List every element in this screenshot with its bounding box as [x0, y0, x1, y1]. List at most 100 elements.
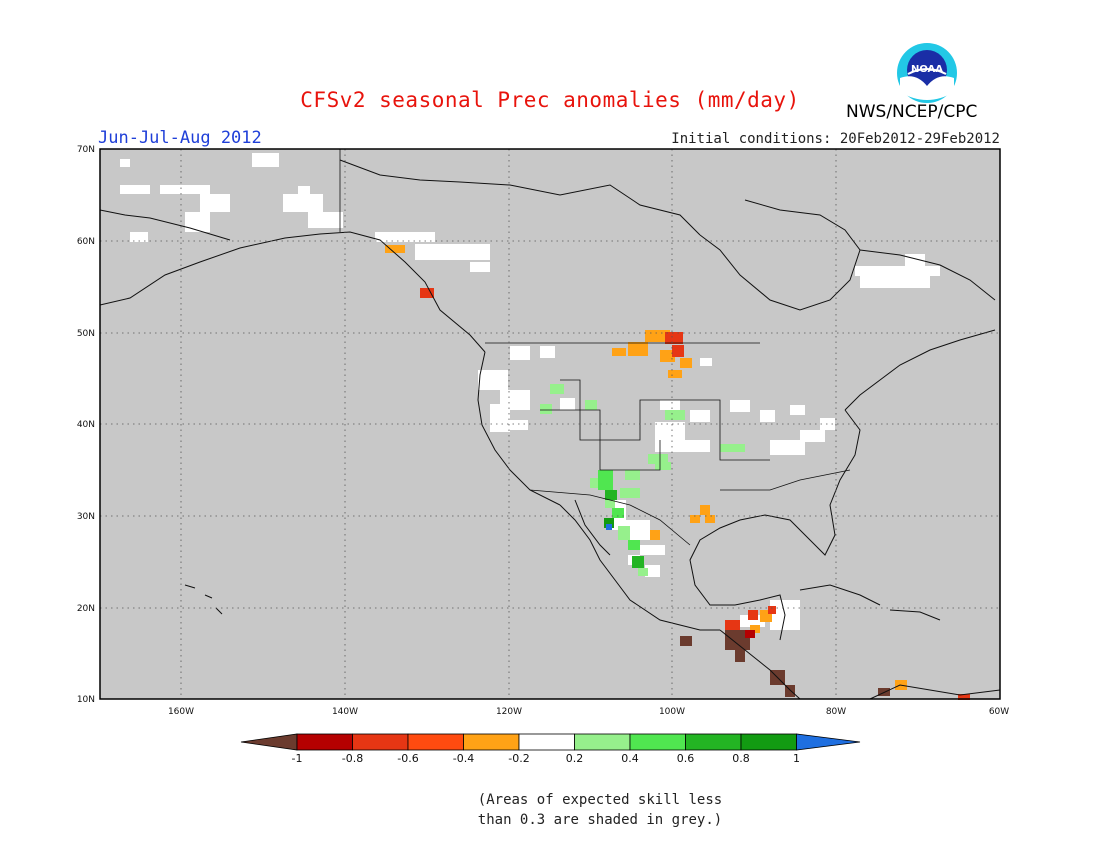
anomaly-cell: [510, 346, 530, 360]
anomaly-cell: [618, 526, 630, 540]
coastline-path: [889, 609, 941, 621]
anomaly-cell: [605, 490, 617, 500]
colorbar-swatch: [463, 733, 520, 751]
anomaly-cell: [690, 515, 700, 523]
border-path: [560, 379, 770, 461]
anomaly-cell: [800, 430, 825, 442]
anomaly-cell: [700, 505, 710, 515]
coastline-path: [859, 249, 996, 301]
anomaly-cell: [470, 262, 490, 272]
lat-tick-label: 70N: [77, 145, 95, 155]
colorbar-swatch: [407, 733, 464, 751]
lat-tick-label: 30N: [77, 512, 95, 522]
lon-tick-label: 160W: [168, 707, 194, 717]
anomaly-cell: [252, 153, 279, 167]
anomaly-cell: [760, 410, 775, 422]
anomaly-cell: [628, 342, 648, 356]
anomaly-cell: [750, 625, 760, 633]
anomaly-cell: [490, 404, 510, 432]
anomaly-cell: [415, 244, 490, 260]
longitude-labels: 160W 140W 120W 100W 80W 60W: [168, 707, 1009, 717]
anomaly-cell: [700, 358, 712, 366]
lon-tick-label: 80W: [826, 707, 846, 717]
anomaly-cell: [612, 508, 624, 518]
latitude-labels: 70N 60N 50N 40N 30N 20N 10N: [77, 145, 95, 705]
lat-tick-label: 10N: [77, 695, 95, 705]
anomaly-cell: [745, 630, 755, 638]
anomaly-cell: [660, 350, 675, 362]
coastline-path: [559, 504, 720, 631]
anomaly-cell: [590, 478, 605, 488]
anomaly-cell: [632, 556, 644, 568]
lat-tick-label: 40N: [77, 420, 95, 430]
agency-label: NWS/NCEP/CPC: [846, 102, 978, 122]
anomaly-cell: [672, 345, 684, 357]
anomaly-cell: [860, 276, 930, 288]
coastline-path: [477, 351, 561, 506]
anomaly-cell: [540, 346, 555, 358]
anomaly-cell: [720, 444, 745, 452]
anomaly-cell: [660, 400, 680, 410]
initial-conditions-label: Initial conditions: 20Feb2012-29Feb2012: [671, 131, 1000, 147]
coastline-path: [339, 159, 701, 236]
coastline-path: [689, 409, 861, 641]
anomaly-cell: [130, 232, 148, 242]
anomaly-cell: [785, 685, 795, 697]
anomaly-cell: [612, 348, 626, 356]
anomaly-cell: [958, 694, 970, 700]
colorbar-label: 1: [793, 752, 800, 765]
anomaly-cell: [645, 565, 660, 577]
anomaly-cell: [725, 620, 740, 630]
anomaly-cell: [748, 610, 758, 620]
anomaly-cell: [655, 462, 671, 470]
coastline-path: [799, 584, 881, 606]
border-path: [540, 409, 661, 471]
anomaly-cell: [510, 420, 528, 430]
colorbar-label: -0.6: [397, 752, 418, 765]
anomaly-cell: [585, 400, 597, 410]
anomaly-cell: [375, 232, 435, 242]
coastline-path: [699, 199, 861, 311]
colorbar-label: 0.4: [621, 752, 639, 765]
colorbar-label: -0.4: [453, 752, 474, 765]
coastline-path: [844, 329, 996, 411]
anomaly-cell: [768, 606, 776, 614]
colorbar-label: 0.6: [677, 752, 695, 765]
coastline-path: [184, 584, 223, 615]
graticule: [100, 149, 1000, 699]
anomaly-cell: [283, 194, 323, 212]
anomaly-cell: [308, 212, 343, 228]
anomaly-cell: [705, 515, 715, 523]
colorbar-swatch: [518, 733, 575, 751]
colorbar-label: -0.8: [342, 752, 363, 765]
anomaly-cell: [730, 400, 750, 412]
coastline-path: [869, 684, 1001, 700]
anomaly-cell: [625, 470, 640, 480]
lon-tick-label: 140W: [332, 707, 358, 717]
anomaly-cell: [540, 404, 552, 414]
coastline-path: [719, 629, 801, 700]
anomaly-cell: [665, 410, 685, 420]
border-path: [529, 489, 691, 546]
coastline-path: [99, 231, 486, 353]
anomaly-cell: [665, 332, 683, 344]
anomaly-cell: [668, 370, 682, 378]
anomaly-cell: [680, 440, 710, 452]
colorbar-lower-arrow: [240, 733, 298, 751]
colorbar-swatch: [574, 733, 631, 751]
anomaly-cell: [560, 398, 575, 410]
anomaly-cell: [120, 185, 150, 194]
chart-title: CFSv2 seasonal Prec anomalies (mm/day): [300, 88, 800, 112]
colorbar-swatch: [740, 733, 797, 751]
anomaly-cell: [735, 650, 745, 662]
anomaly-cell: [185, 212, 210, 232]
footnote-line-2: than 0.3 are shaded in grey.): [477, 812, 723, 828]
anomaly-cell: [550, 384, 564, 394]
noaa-logo-icon: NOAA: [897, 43, 957, 103]
lat-tick-label: 60N: [77, 237, 95, 247]
lon-tick-label: 60W: [989, 707, 1009, 717]
coastlines: [99, 149, 1001, 700]
anomaly-cell: [604, 518, 614, 528]
map-frame: [99, 148, 1001, 700]
anomaly-cell: [420, 288, 434, 298]
